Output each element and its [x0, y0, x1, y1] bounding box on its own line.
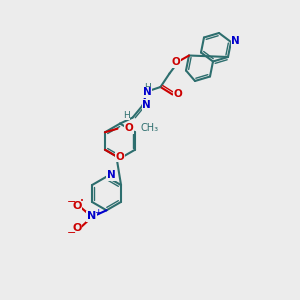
Text: CH₃: CH₃ [141, 123, 159, 134]
Text: O: O [124, 123, 133, 133]
Text: −: − [67, 197, 76, 207]
Text: H: H [123, 111, 129, 120]
Text: O: O [72, 201, 82, 212]
Text: •: • [80, 198, 84, 204]
Text: O: O [173, 88, 182, 99]
Text: N: N [143, 87, 152, 97]
Text: H: H [144, 83, 151, 92]
Text: N: N [142, 100, 151, 110]
Text: +: + [94, 208, 101, 217]
Text: O: O [72, 223, 82, 233]
Text: −: − [67, 228, 76, 238]
Text: N: N [231, 36, 240, 46]
Text: N: N [106, 170, 116, 180]
Text: N: N [87, 211, 96, 221]
Text: O: O [172, 57, 181, 67]
Text: O: O [116, 152, 124, 162]
